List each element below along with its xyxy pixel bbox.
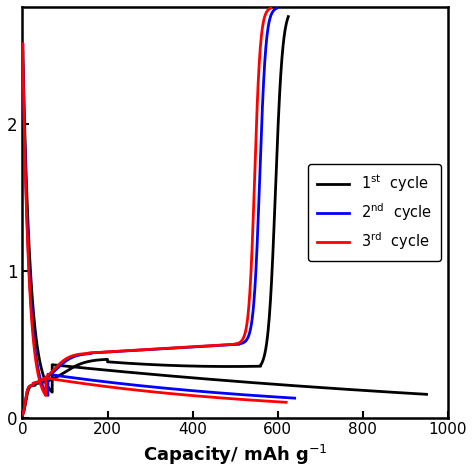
Legend: 1$^{\mathregular{st}}$  cycle, 2$^{\mathregular{nd}}$  cycle, 3$^{\mathregular{r: 1$^{\mathregular{st}}$ cycle, 2$^{\mathr… (308, 164, 440, 261)
X-axis label: Capacity/ mAh g$^{-1}$: Capacity/ mAh g$^{-1}$ (143, 443, 328, 467)
